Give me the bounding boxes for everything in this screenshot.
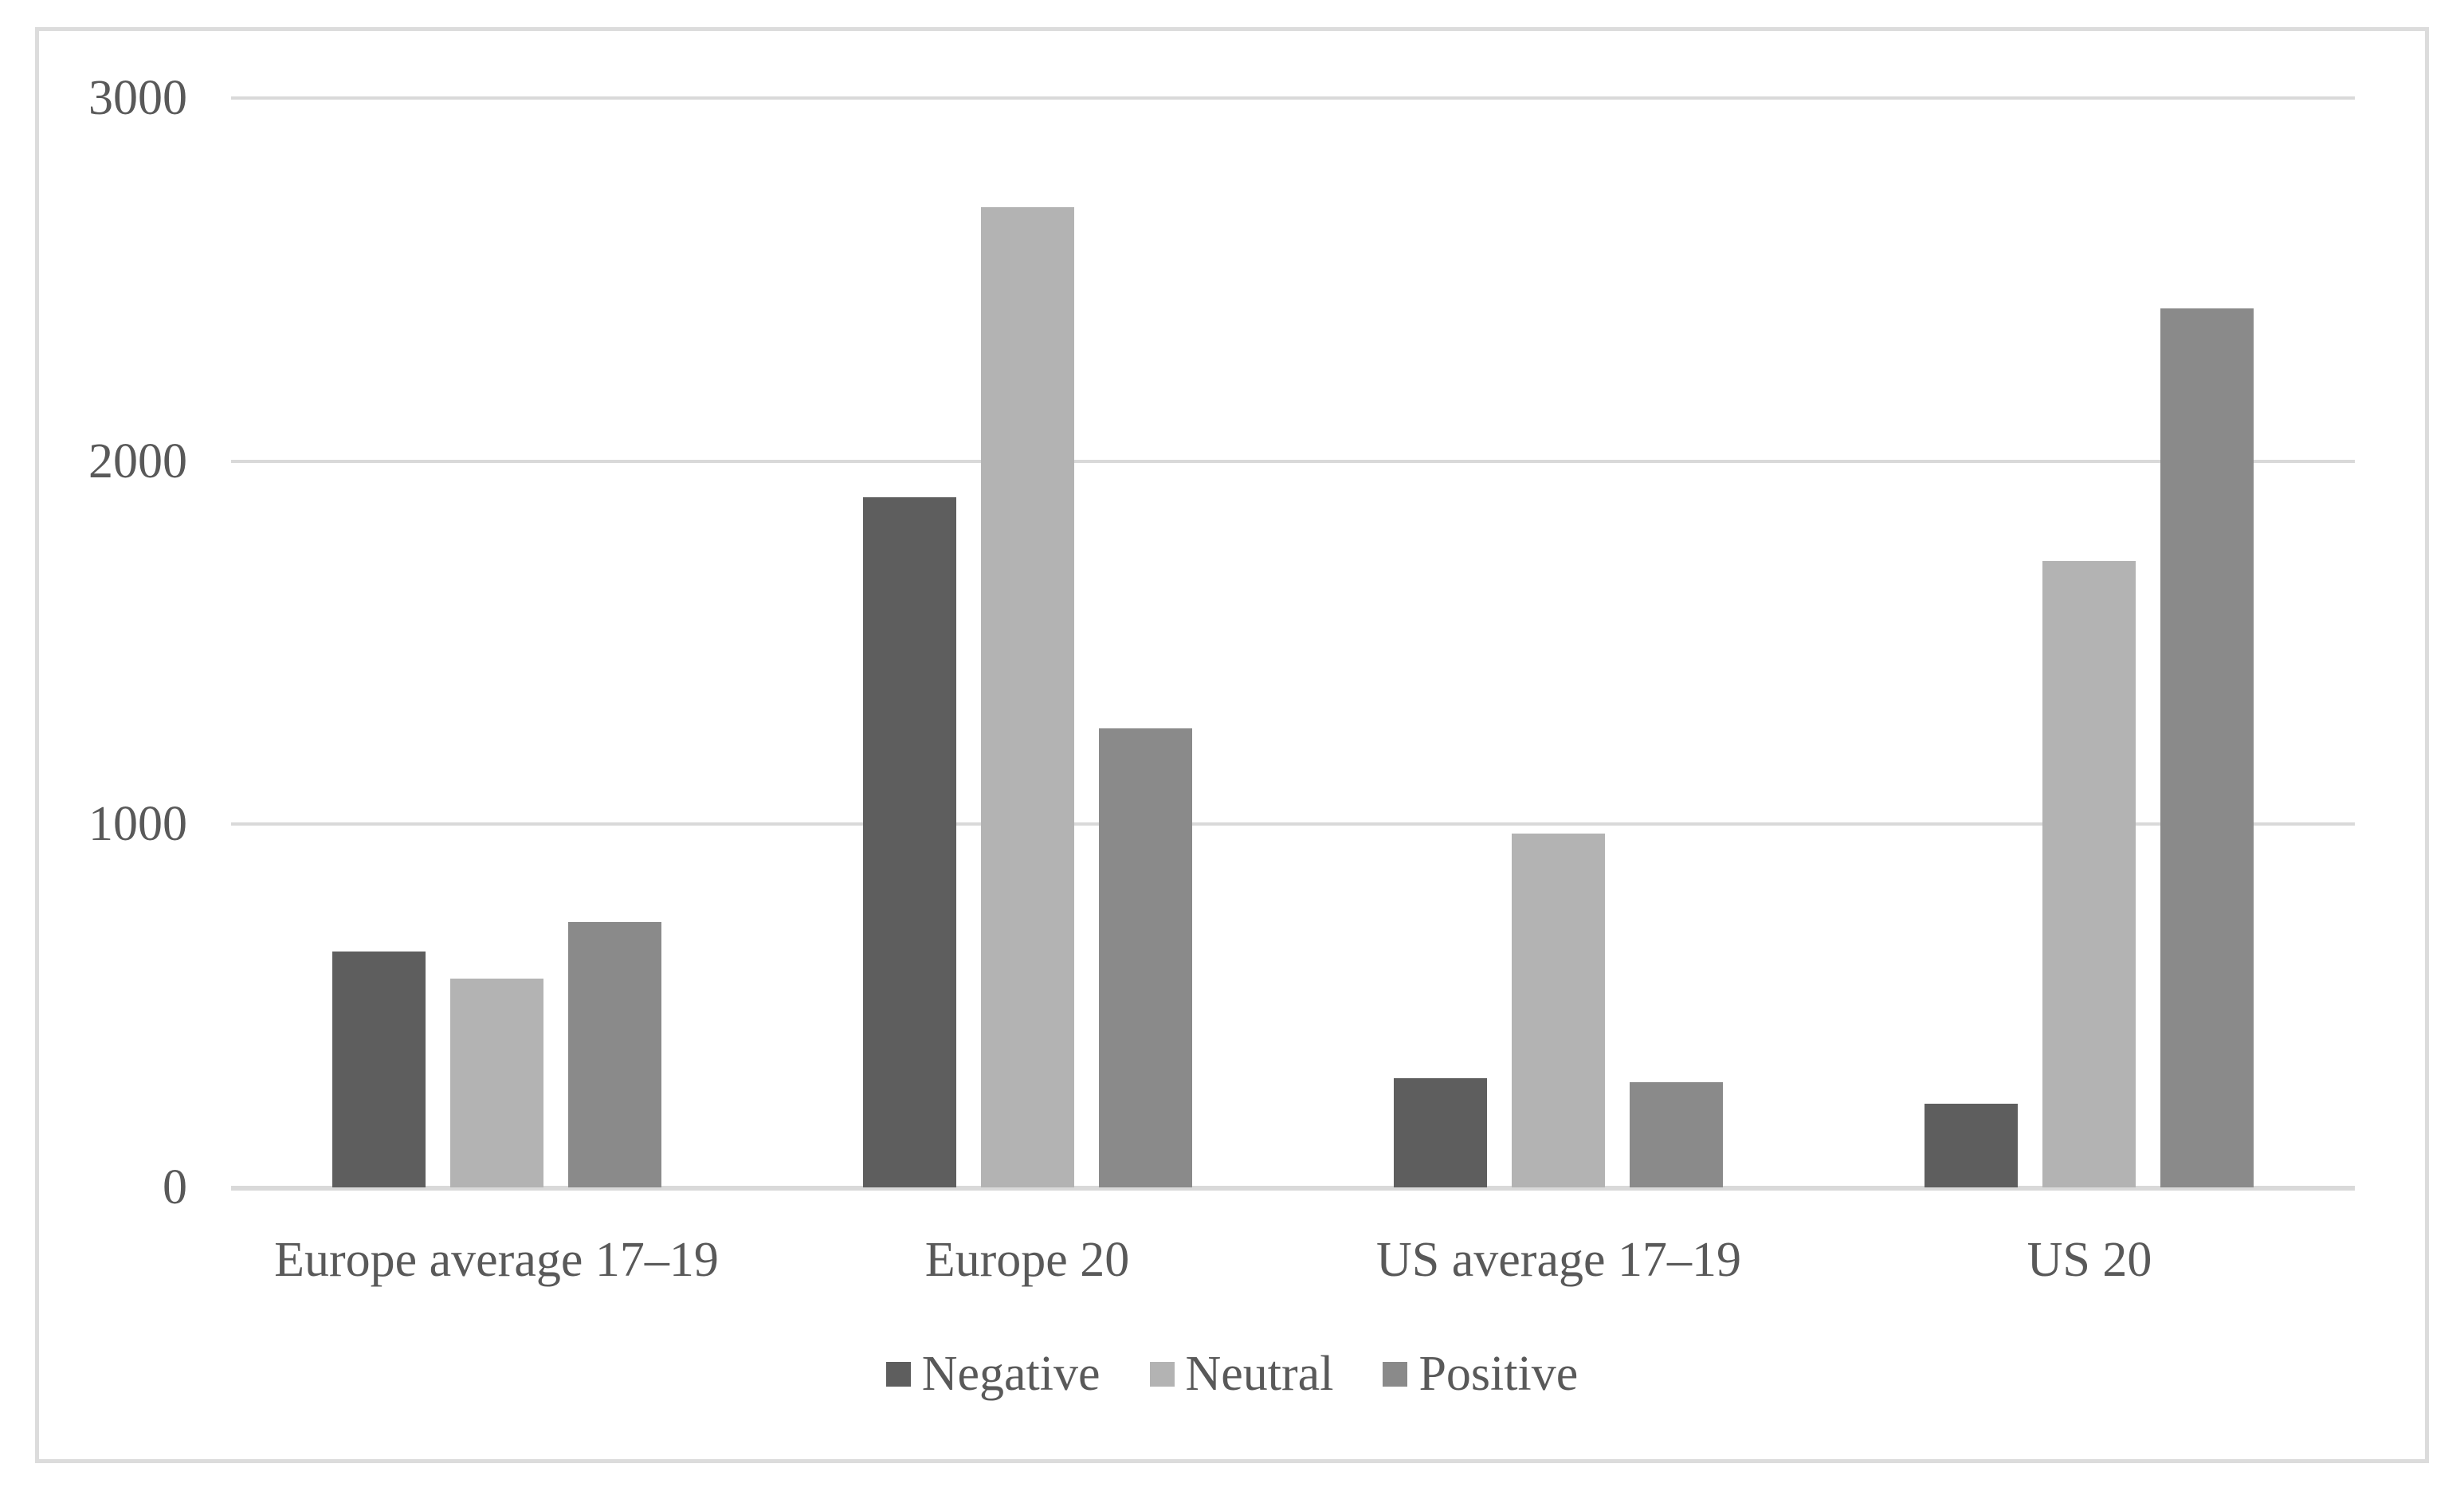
bar-negative-group-3 <box>1925 1104 2018 1187</box>
bar-negative-group-0 <box>332 952 426 1187</box>
legend-item-neutral: Neutral <box>1149 1337 1334 1411</box>
chart-frame <box>35 27 2429 1463</box>
x-category-label-3: US 20 <box>2027 1233 2152 1287</box>
y-tick-label-0: 0 <box>163 1160 187 1214</box>
bar-negative-group-1 <box>863 497 956 1187</box>
legend-label-neutral: Neutral <box>1185 1347 1334 1401</box>
bar-positive-group-1 <box>1099 728 1192 1187</box>
y-tick-label-1000: 1000 <box>88 797 187 851</box>
x-category-label-2: US average 17–19 <box>1376 1233 1741 1287</box>
bar-neutral-group-1 <box>981 207 1074 1187</box>
bar-positive-group-2 <box>1630 1082 1723 1187</box>
legend: Negative Neutral Positive <box>0 1337 2464 1411</box>
bar-positive-group-0 <box>568 922 661 1187</box>
gridline-3000 <box>231 96 2355 100</box>
legend-swatch-positive <box>1383 1361 1408 1387</box>
bar-positive-group-3 <box>2160 308 2254 1187</box>
x-category-label-0: Europe average 17–19 <box>274 1233 719 1287</box>
gridline-1000 <box>231 822 2355 826</box>
y-tick-label-3000: 3000 <box>88 71 187 125</box>
legend-label-positive: Positive <box>1418 1347 1579 1401</box>
y-tick-label-2000: 2000 <box>88 434 187 489</box>
legend-swatch-neutral <box>1149 1361 1175 1387</box>
bar-negative-group-2 <box>1394 1078 1487 1187</box>
x-category-label-1: Europe 20 <box>924 1233 1130 1287</box>
gridline-0 <box>231 1186 2355 1191</box>
legend-item-positive: Positive <box>1383 1337 1578 1411</box>
legend-label-negative: Negative <box>921 1347 1101 1401</box>
legend-item-negative: Negative <box>885 1337 1101 1411</box>
bar-neutral-group-2 <box>1512 834 1605 1187</box>
bar-neutral-group-0 <box>450 979 543 1187</box>
legend-swatch-negative <box>885 1361 911 1387</box>
bar-neutral-group-3 <box>2042 561 2136 1187</box>
gridline-2000 <box>231 460 2355 463</box>
